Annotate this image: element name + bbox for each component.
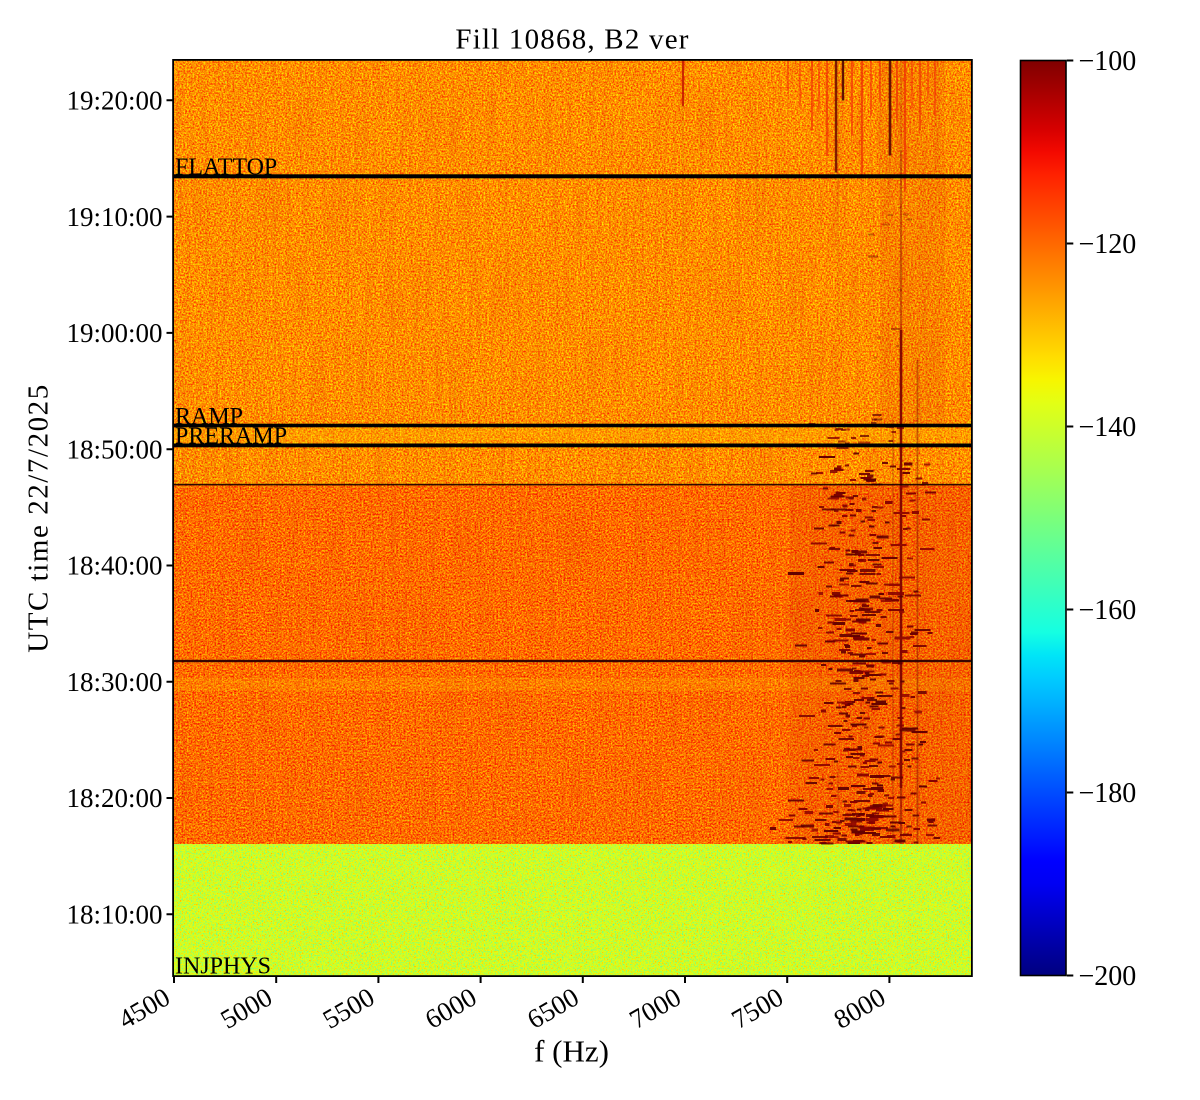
svg-text:INJPHYS: INJPHYS [175,954,271,980]
svg-text:18:10:00: 18:10:00 [66,900,162,930]
svg-text:18:50:00: 18:50:00 [66,434,162,464]
svg-text:−120: −120 [1079,229,1137,260]
svg-text:FLATTOP: FLATTOP [175,155,277,181]
svg-text:−100: −100 [1079,46,1137,77]
svg-text:−180: −180 [1079,778,1137,809]
svg-text:18:40:00: 18:40:00 [66,551,162,581]
svg-text:19:10:00: 19:10:00 [66,202,162,232]
svg-text:18:30:00: 18:30:00 [66,667,162,697]
svg-text:UTC time 22/7/2025: UTC time 22/7/2025 [23,383,55,653]
svg-text:RAMP: RAMP [175,404,243,430]
svg-text:PRERAMP: PRERAMP [175,424,287,450]
svg-text:f (Hz): f (Hz) [534,1034,609,1069]
svg-text:Fill 10868, B2 ver: Fill 10868, B2 ver [455,24,689,56]
svg-text:−200: −200 [1079,961,1137,992]
svg-text:19:00:00: 19:00:00 [66,318,162,348]
svg-text:18:20:00: 18:20:00 [66,783,162,813]
svg-text:19:20:00: 19:20:00 [66,86,162,116]
svg-text:−140: −140 [1079,412,1137,443]
svg-text:−160: −160 [1079,595,1137,626]
